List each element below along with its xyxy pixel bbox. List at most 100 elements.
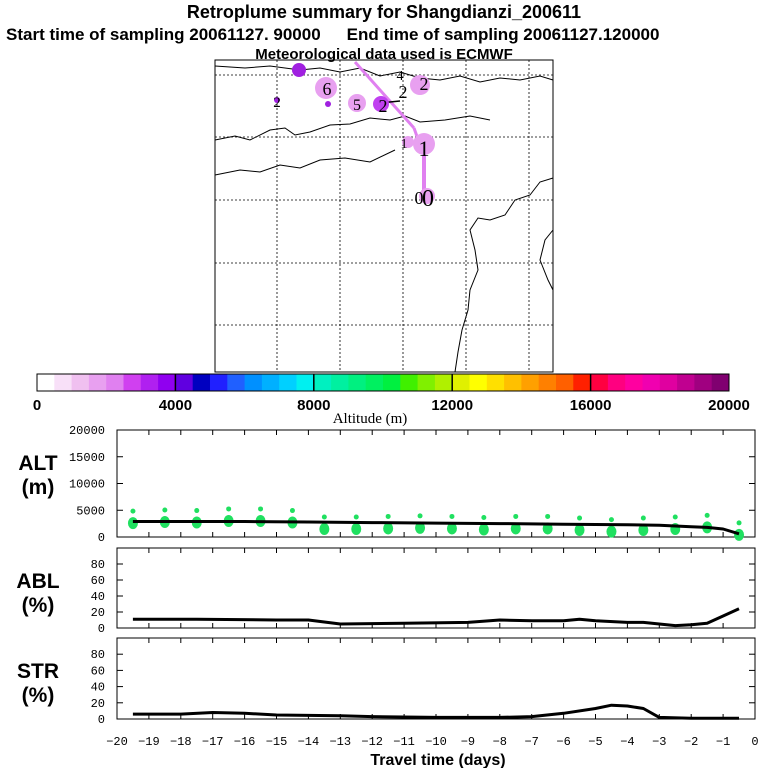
cluster-circle <box>402 136 414 148</box>
scatter-point <box>545 513 551 519</box>
y-axis-label: (%) <box>22 684 55 707</box>
scatter-point <box>258 506 264 512</box>
panel-alt: 20000 15000 10000 5000 0 ALT(m) <box>18 424 756 545</box>
y-tick-label: 80 <box>91 648 105 662</box>
colorbar-segment <box>37 374 55 391</box>
x-tick-label: −18 <box>170 735 192 749</box>
colorbar-segment <box>383 374 401 391</box>
colorbar-segment <box>556 374 574 391</box>
scatter-point <box>577 515 583 521</box>
colorbar-segment <box>590 374 609 391</box>
x-axis-label: Travel time (days) <box>370 752 505 768</box>
colorbar-segment <box>261 374 280 391</box>
scatter-point <box>574 524 585 537</box>
colorbar-segment <box>88 374 107 391</box>
colorbar-segment <box>106 374 124 391</box>
colorbar-segment <box>538 374 557 391</box>
colorbar-segment <box>348 374 367 391</box>
scatter-point <box>321 514 327 520</box>
colorbar-tick-label: 8000 <box>297 397 330 414</box>
scatter-point <box>127 517 138 530</box>
colorbar-segment <box>417 374 436 391</box>
colorbar-segment <box>54 374 73 391</box>
colorbar-segment <box>642 374 661 391</box>
colorbar-segment <box>452 374 470 391</box>
cluster-circle <box>274 97 280 103</box>
colorbar-frame <box>36 373 730 392</box>
x-tick-label: −19 <box>138 735 160 749</box>
cluster-label: 4 <box>397 69 404 84</box>
scatter-point <box>510 522 521 535</box>
panel-abl: 80 60 40 20 0 ABL(%) <box>16 547 756 636</box>
x-tick-label: −7 <box>524 735 538 749</box>
scatter-point <box>638 524 649 537</box>
scatter-point <box>417 513 423 519</box>
colorbar-tick-label: 12000 <box>431 397 473 414</box>
colorbar-segment <box>694 374 713 391</box>
scatter-point <box>319 522 330 535</box>
scatter-point <box>672 514 678 520</box>
panel-frame <box>116 547 756 629</box>
colorbar-segment <box>486 374 505 391</box>
cluster-label: 2 <box>379 96 388 116</box>
scatter-point <box>478 523 489 536</box>
y-axis-label: STR <box>17 660 59 683</box>
cluster-circle <box>413 133 435 155</box>
scatter-point <box>704 512 710 518</box>
map-panel: 6 5 2 2 2 2 4 1 1 0 0 <box>214 59 554 373</box>
y-tick-label: 40 <box>91 590 105 604</box>
panel-frame <box>116 637 756 720</box>
scatter-point <box>385 513 391 519</box>
x-tick-label: −15 <box>266 735 288 749</box>
coastlines <box>214 65 554 373</box>
series-line <box>132 703 739 720</box>
colorbar-segment <box>71 374 90 391</box>
series-line <box>132 520 740 536</box>
y-tick-label: 0 <box>98 713 105 727</box>
scatter-point <box>446 522 457 535</box>
scatter-point <box>415 521 426 534</box>
colorbar-segment <box>677 374 695 391</box>
y-tick-label: 60 <box>91 664 105 678</box>
x-tick-label: −20 <box>106 735 128 749</box>
cluster-label: 2 <box>273 95 281 111</box>
series-line <box>132 607 740 628</box>
x-tick-label: −13 <box>329 735 351 749</box>
scatter-point <box>162 507 168 513</box>
y-tick-label: 40 <box>91 681 105 695</box>
scatter-point <box>608 517 614 523</box>
colorbar-tick-label: 20000 <box>708 397 750 414</box>
scatter-point <box>606 525 617 538</box>
y-tick-label: 5000 <box>76 504 105 518</box>
colorbar-segment <box>434 374 453 391</box>
timeseries-panels: 20000150001000050000ALT(m)806040200ABL(%… <box>16 424 758 749</box>
colorbar-segment <box>365 374 384 391</box>
scatter-point <box>449 513 455 519</box>
scatter-point <box>481 515 487 521</box>
x-tick-label: −4 <box>620 735 634 749</box>
x-tick-label: −3 <box>652 735 666 749</box>
colorbar-segment <box>313 374 332 391</box>
colorbar-segment <box>659 374 678 391</box>
x-tick-label: 0 <box>751 735 758 749</box>
y-tick-label: 60 <box>91 574 105 588</box>
cluster-circle <box>348 94 366 112</box>
colorbar-segment <box>469 374 488 391</box>
altitude-colorbar: 0 4000 8000 12000 16000 20000 <box>33 373 750 414</box>
colorbar-segment <box>573 374 592 391</box>
colorbar-segment <box>175 374 194 391</box>
cluster-label: 5 <box>353 97 361 114</box>
map-frame <box>214 59 554 373</box>
scatter-point <box>194 508 200 514</box>
cluster-circle <box>292 63 306 77</box>
y-axis-label: (m) <box>22 476 55 499</box>
x-tick-label: −17 <box>202 735 224 749</box>
cluster-label: 6 <box>323 79 332 99</box>
cluster-label: 1 <box>401 137 408 152</box>
colorbar-segment <box>504 374 522 391</box>
cluster-label: 0 <box>422 186 434 212</box>
cluster-label: 1 <box>419 136 430 161</box>
x-tick-label: −9 <box>461 735 475 749</box>
